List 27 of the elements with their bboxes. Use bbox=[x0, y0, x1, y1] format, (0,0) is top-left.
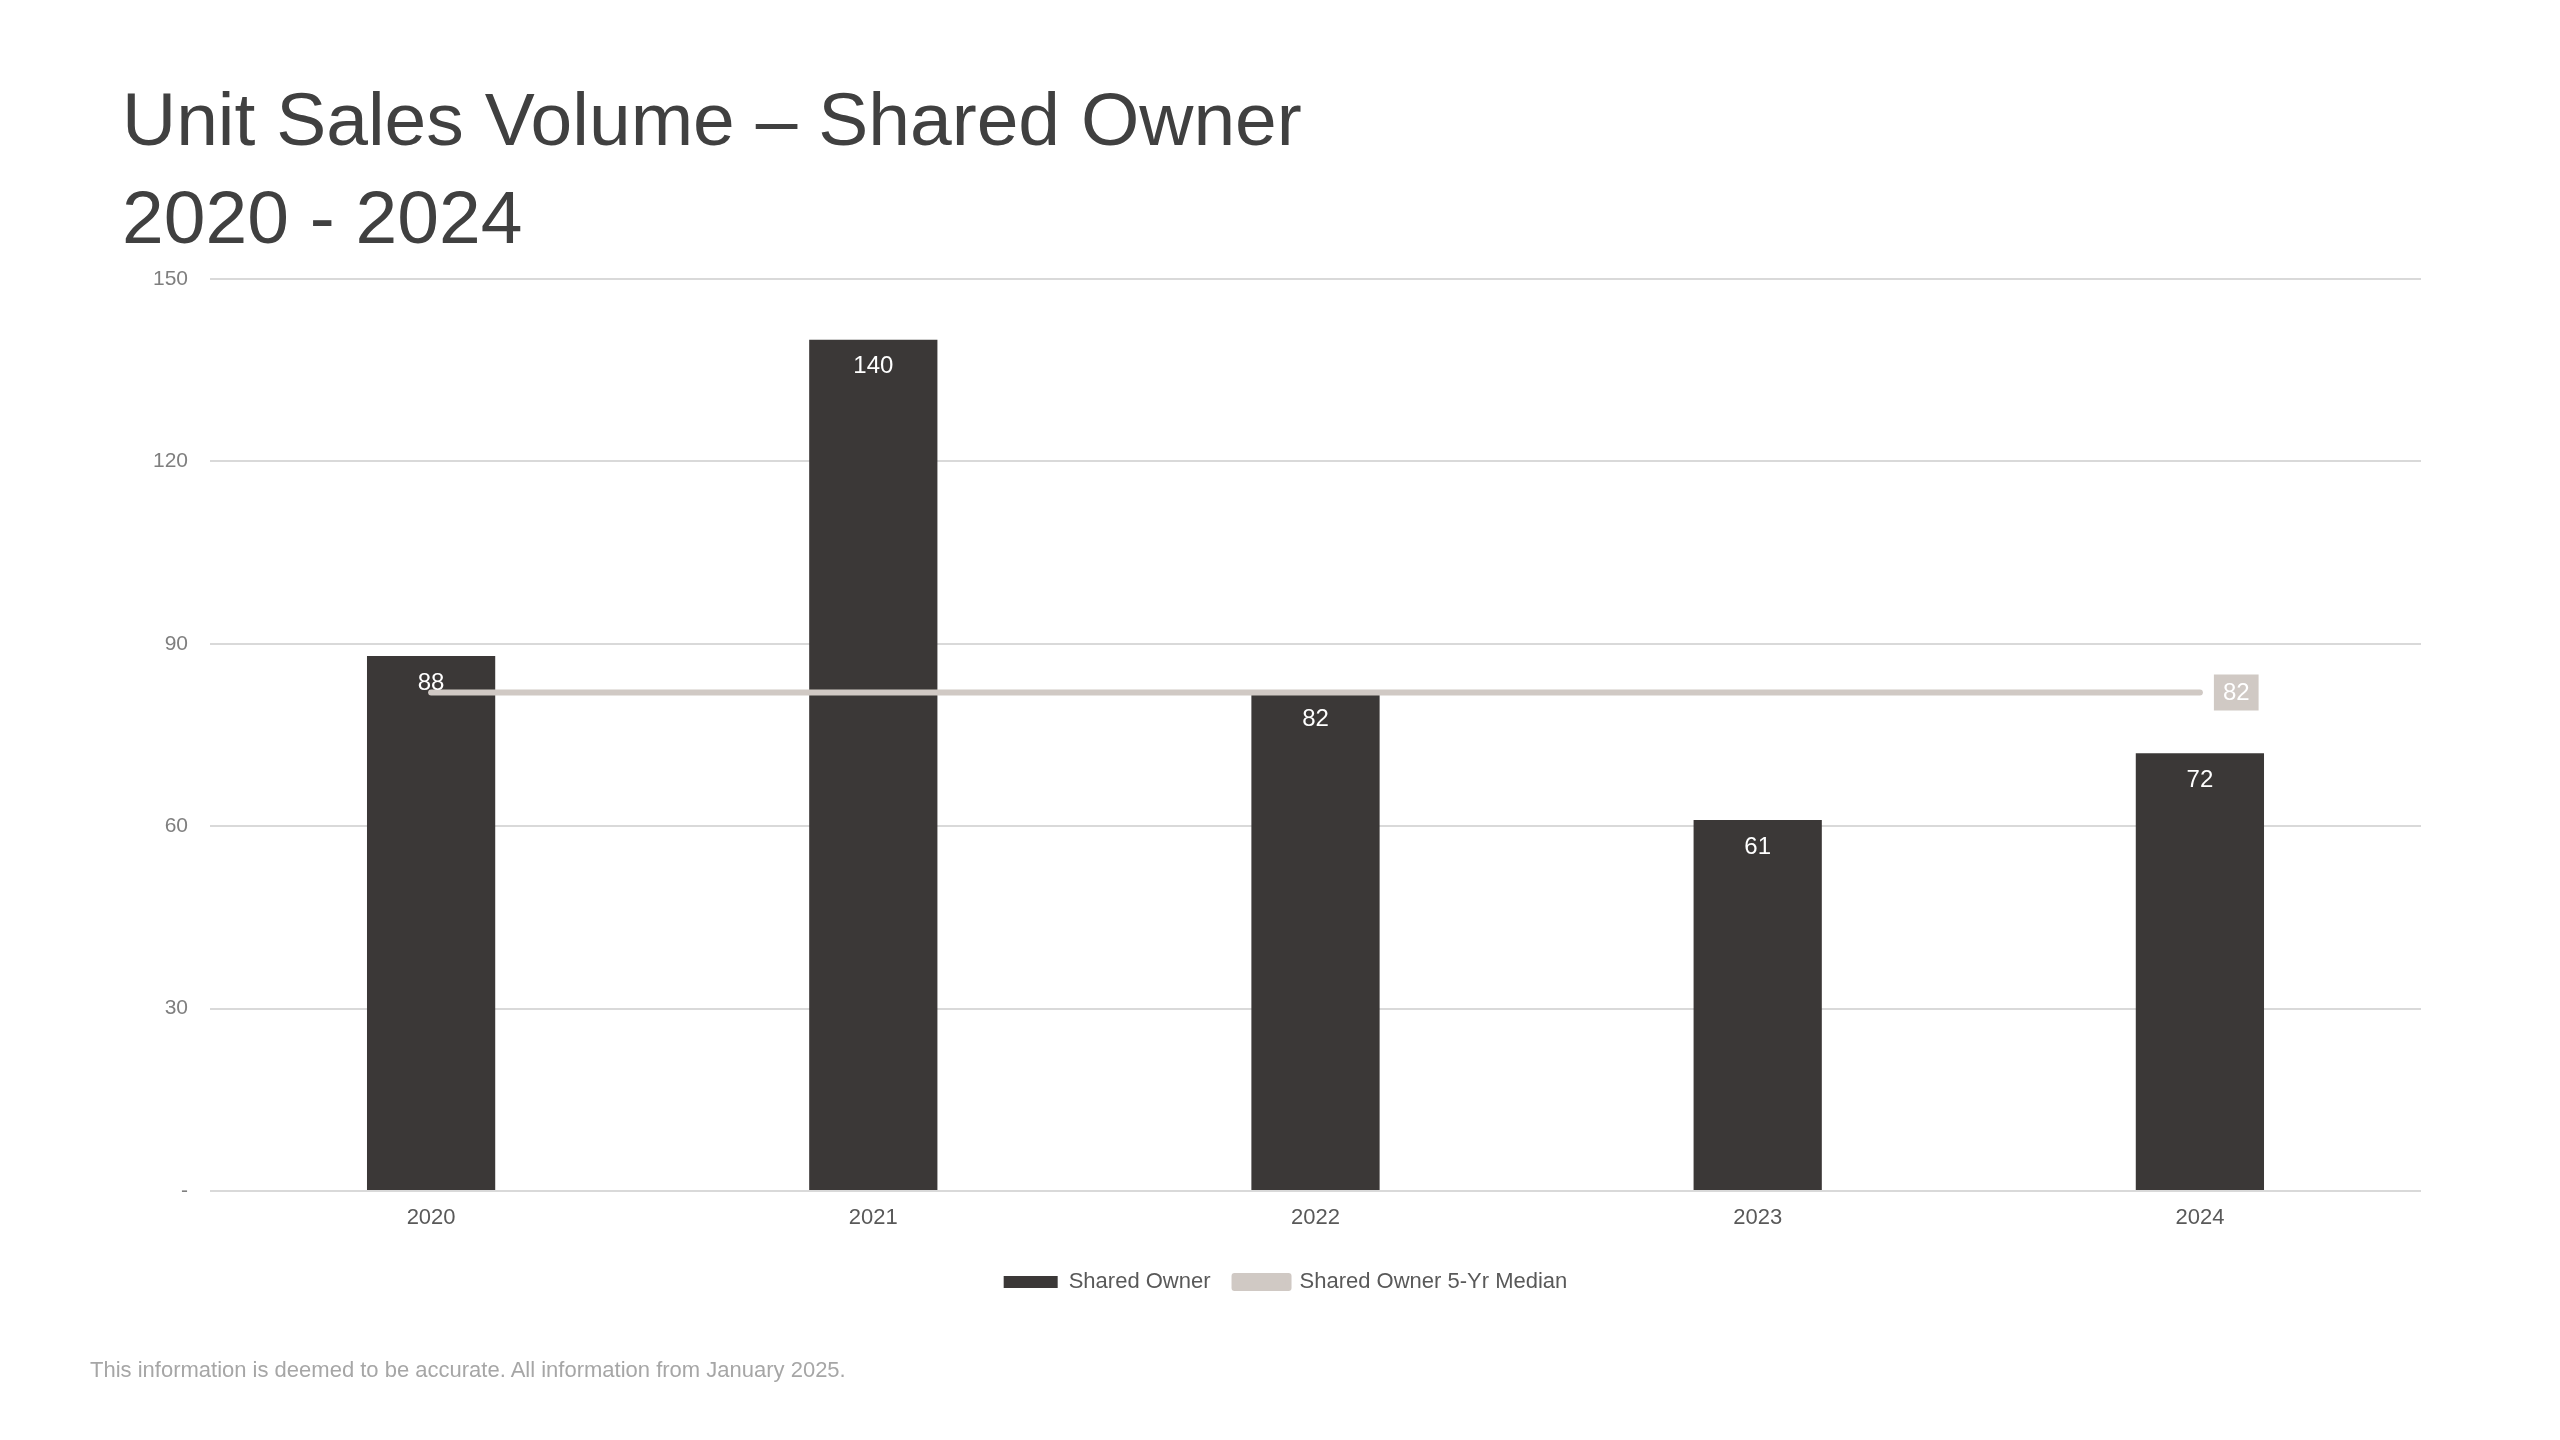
chart-title: Unit Sales Volume – Shared Owner bbox=[122, 77, 1302, 161]
y-tick-label: - bbox=[181, 1177, 188, 1201]
bar bbox=[2135, 753, 2265, 1190]
x-tick-label: 2020 bbox=[406, 1204, 456, 1230]
legend-label: Shared Owner bbox=[1068, 1268, 1211, 1294]
x-tick-label: 2021 bbox=[848, 1204, 898, 1230]
bar bbox=[366, 655, 496, 1190]
y-tick-label: 90 bbox=[164, 630, 188, 654]
data-label: 82 bbox=[2222, 678, 2250, 706]
data-label: 82 bbox=[1302, 704, 1329, 732]
chart-subtitle: 2020 - 2024 bbox=[122, 175, 523, 259]
bar bbox=[1693, 820, 1822, 1190]
bar bbox=[1251, 692, 1380, 1190]
y-tick-label: 60 bbox=[164, 813, 188, 836]
data-label: 88 bbox=[417, 667, 445, 695]
y-tick-label: 150 bbox=[152, 265, 188, 289]
x-tick-label: 2024 bbox=[2175, 1204, 2225, 1230]
x-tick-label: 2022 bbox=[1291, 1204, 1340, 1230]
y-tick-label: 120 bbox=[152, 448, 188, 472]
data-label: 61 bbox=[1744, 831, 1772, 859]
legend-label: Shared Owner 5-Yr Median bbox=[1299, 1268, 1568, 1294]
data-label: 72 bbox=[2186, 764, 2214, 792]
y-tick-label: 30 bbox=[164, 995, 188, 1019]
data-label: 140 bbox=[853, 351, 894, 379]
text: This information is deemed to be accurate. All information from January 2025. bbox=[90, 1356, 846, 1384]
x-tick-label: 2023 bbox=[1733, 1204, 1783, 1230]
bar bbox=[809, 339, 938, 1190]
